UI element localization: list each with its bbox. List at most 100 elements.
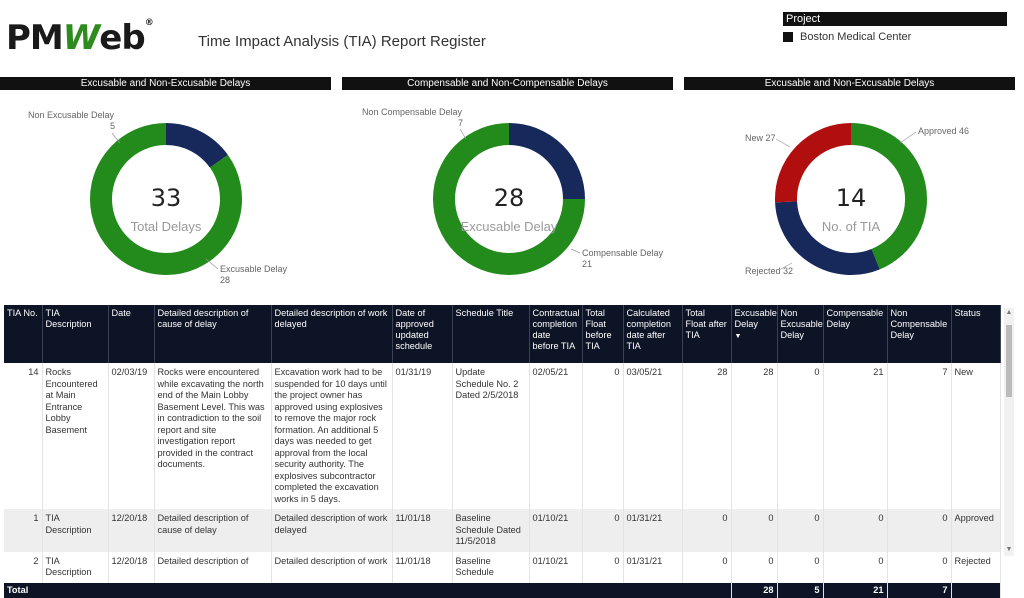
donut-chart: 33 Total Delays Non Excusable Delay 5 Ex…: [0, 91, 331, 297]
col-header[interactable]: Calculated completion date after TIA: [623, 305, 682, 363]
col-header[interactable]: TIA Description: [42, 305, 108, 363]
chart-title: Excusable and Non-Excusable Delays: [0, 77, 331, 90]
table-total-row: Total 28 5 21 7: [4, 583, 1000, 598]
col-header[interactable]: Non Excusable Delay: [777, 305, 823, 363]
donut-chart: 14 No. of TIA Approved 46 Rejected 32 Ne…: [684, 91, 1015, 297]
cell-tia-no: 2: [4, 552, 42, 583]
cell-float-before: 0: [582, 509, 623, 552]
cell-non-compensable: 0: [887, 552, 951, 583]
cell-contract-date: 01/10/21: [529, 509, 582, 552]
cell-date: 02/03/19: [108, 363, 154, 509]
value-excusable: 28: [220, 275, 230, 285]
cell-date: 12/20/18: [108, 552, 154, 583]
cell-cause: Detailed description of: [154, 552, 271, 583]
table-header-row: TIA No. TIA Description Date Detailed de…: [4, 305, 1000, 363]
compensable-delays-chart: Compensable and Non-Compensable Delays 2…: [342, 77, 673, 297]
col-header[interactable]: Total Float after TIA: [682, 305, 731, 363]
col-header[interactable]: Detailed description of cause of delay: [154, 305, 271, 363]
col-header[interactable]: TIA No.: [4, 305, 42, 363]
total-non-compensable: 7: [887, 583, 951, 598]
col-header[interactable]: Status: [951, 305, 1000, 363]
chart-center-label: Total Delays: [131, 219, 202, 234]
cell-schedule: Baseline Schedule Dated 11/5/2018: [452, 509, 529, 552]
donut-chart: 28 Excusable Delay Non Compensable Delay…: [342, 91, 673, 297]
label-non-compensable: Non Compensable Delay: [362, 107, 463, 117]
cell-status: Approved: [951, 509, 1000, 552]
cell-contract-date: 01/10/21: [529, 552, 582, 583]
cell-approved-date: 11/01/18: [392, 552, 452, 583]
table-row[interactable]: 2 TIA Description 12/20/18 Detailed desc…: [4, 552, 1000, 583]
cell-compensable: 21: [823, 363, 887, 509]
total-compensable: 21: [823, 583, 887, 598]
cell-approved-date: 11/01/18: [392, 509, 452, 552]
cell-description: Rocks Encountered at Main Entrance Lobby…: [42, 363, 108, 509]
cell-compensable: 0: [823, 509, 887, 552]
cell-work: Excavation work had to be suspended for …: [271, 363, 392, 509]
cell-calc-date: 01/31/21: [623, 552, 682, 583]
cell-float-before: 0: [582, 363, 623, 509]
project-slicer: Project Boston Medical Center: [783, 12, 1007, 43]
sort-desc-icon[interactable]: ▼: [735, 333, 742, 340]
table-row[interactable]: 14 Rocks Encountered at Main Entrance Lo…: [4, 363, 1000, 509]
excusable-delays-chart: Excusable and Non-Excusable Delays 33 To…: [0, 77, 331, 297]
cell-approved-date: 01/31/19: [392, 363, 452, 509]
chart-total: 14: [836, 184, 867, 212]
cell-schedule: Update Schedule No. 2 Dated 2/5/2018: [452, 363, 529, 509]
cell-description: TIA Description: [42, 552, 108, 583]
cell-float-after: 0: [682, 509, 731, 552]
pmweb-logo: PMWeb®: [6, 18, 153, 58]
col-header[interactable]: Non Compensable Delay: [887, 305, 951, 363]
cell-non-compensable: 7: [887, 363, 951, 509]
col-header[interactable]: Compensable Delay: [823, 305, 887, 363]
chart-center-label: No. of TIA: [822, 219, 881, 234]
page-title: Time Impact Analysis (TIA) Report Regist…: [198, 33, 486, 50]
cell-status: Rejected: [951, 552, 1000, 583]
cell-calc-date: 03/05/21: [623, 363, 682, 509]
cell-work: Detailed description of work: [271, 552, 392, 583]
col-header[interactable]: Date of approved updated schedule: [392, 305, 452, 363]
cell-contract-date: 02/05/21: [529, 363, 582, 509]
label-non-excusable: Non Excusable Delay: [28, 110, 115, 120]
cell-float-before: 0: [582, 552, 623, 583]
cell-cause: Detailed description of cause of delay: [154, 509, 271, 552]
col-header[interactable]: Date: [108, 305, 154, 363]
value-non-excusable: 5: [110, 121, 115, 131]
project-option[interactable]: Boston Medical Center: [783, 31, 1007, 43]
scroll-up-icon[interactable]: ▲: [1004, 309, 1014, 316]
label-compensable: Compensable Delay: [582, 248, 664, 258]
cell-cause: Rocks were encountered while excavating …: [154, 363, 271, 509]
label-new: New 27: [745, 133, 776, 143]
cell-float-after: 28: [682, 363, 731, 509]
donut-slice-non-excusable-delay[interactable]: [166, 134, 219, 161]
cell-calc-date: 01/31/21: [623, 509, 682, 552]
cell-schedule: Baseline Schedule: [452, 552, 529, 583]
cell-description: TIA Description: [42, 509, 108, 552]
total-status: [951, 583, 1000, 598]
cell-date: 12/20/18: [108, 509, 154, 552]
cell-non-excusable: 0: [777, 509, 823, 552]
checkbox-checked-icon[interactable]: [783, 32, 793, 42]
total-excusable: 28: [731, 583, 777, 598]
cell-tia-no: 14: [4, 363, 42, 509]
col-header[interactable]: Detailed description of work delayed: [271, 305, 392, 363]
col-header[interactable]: Contractual completion date before TIA: [529, 305, 582, 363]
cell-compensable: 0: [823, 552, 887, 583]
cell-non-compensable: 0: [887, 509, 951, 552]
label-excusable: Excusable Delay: [220, 264, 288, 274]
value-compensable: 21: [582, 259, 592, 269]
scroll-down-icon[interactable]: ▼: [1004, 546, 1014, 553]
cell-tia-no: 1: [4, 509, 42, 552]
value-non-compensable: 7: [458, 118, 463, 128]
chart-total: 28: [494, 184, 525, 212]
cell-excusable: 28: [731, 363, 777, 509]
col-header[interactable]: Schedule Title: [452, 305, 529, 363]
total-non-excusable: 5: [777, 583, 823, 598]
scrollbar-thumb[interactable]: [1006, 325, 1012, 397]
chart-title: Excusable and Non-Excusable Delays: [684, 77, 1015, 90]
table-row[interactable]: 1 TIA Description 12/20/18 Detailed desc…: [4, 509, 1000, 552]
col-header-sorted[interactable]: Excusable Delay▼: [731, 305, 777, 363]
label-rejected: Rejected 32: [745, 266, 793, 276]
cell-float-after: 0: [682, 552, 731, 583]
col-header[interactable]: Total Float before TIA: [582, 305, 623, 363]
project-option-label: Boston Medical Center: [800, 31, 911, 43]
